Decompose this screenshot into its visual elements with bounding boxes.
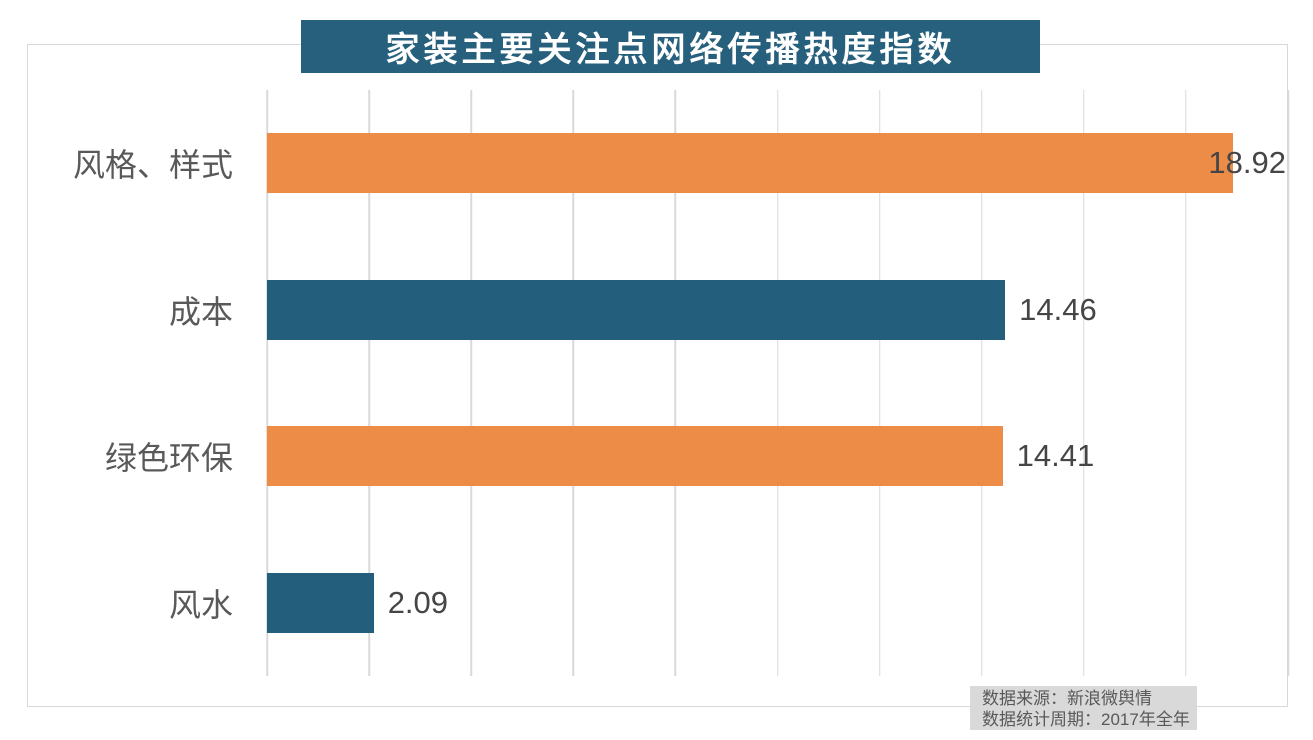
gridline — [572, 90, 575, 676]
gridline — [1185, 90, 1187, 676]
gridline — [1083, 90, 1085, 676]
bar-row: 14.46 — [267, 237, 1288, 384]
source-note-line2: 数据统计周期：2017年全年 — [982, 710, 1190, 729]
category-label: 风水 — [168, 586, 233, 623]
gridline — [1287, 90, 1289, 676]
source-note-line1: 数据来源：新浪微舆情 — [982, 689, 1152, 708]
bar-row: 2.09 — [267, 530, 1288, 677]
category-axis: 风格、样式成本绿色环保风水 — [27, 90, 267, 676]
category-label: 成本 — [168, 293, 233, 330]
value-label: 14.46 — [1019, 291, 1097, 327]
bar-row: 18.92 — [267, 90, 1288, 237]
bar-row: 14.41 — [267, 383, 1288, 530]
category-label: 风格、样式 — [72, 147, 233, 184]
source-note-box: 数据来源：新浪微舆情 数据统计周期：2017年全年 — [970, 686, 1197, 730]
value-label: 2.09 — [387, 584, 449, 620]
chart-title: 家装主要关注点网络传播热度指数 — [385, 31, 956, 69]
value-label: 14.41 — [1016, 438, 1095, 474]
value-label: 18.92 — [1208, 145, 1286, 181]
gridline — [776, 90, 779, 676]
category-label: 绿色环保 — [104, 440, 233, 477]
gridline — [878, 90, 881, 676]
gridline — [470, 90, 472, 676]
bar — [267, 279, 1006, 340]
bar — [267, 572, 374, 633]
bar — [267, 133, 1233, 194]
plot-area: 18.92 14.46 14.41 2.09 — [266, 90, 1289, 677]
gridline — [368, 90, 370, 676]
chart-title-box: 家装主要关注点网络传播热度指数 — [301, 20, 1040, 73]
bar — [267, 426, 1003, 487]
gridline — [980, 90, 983, 676]
gridline — [674, 90, 677, 676]
gridline — [266, 90, 268, 676]
